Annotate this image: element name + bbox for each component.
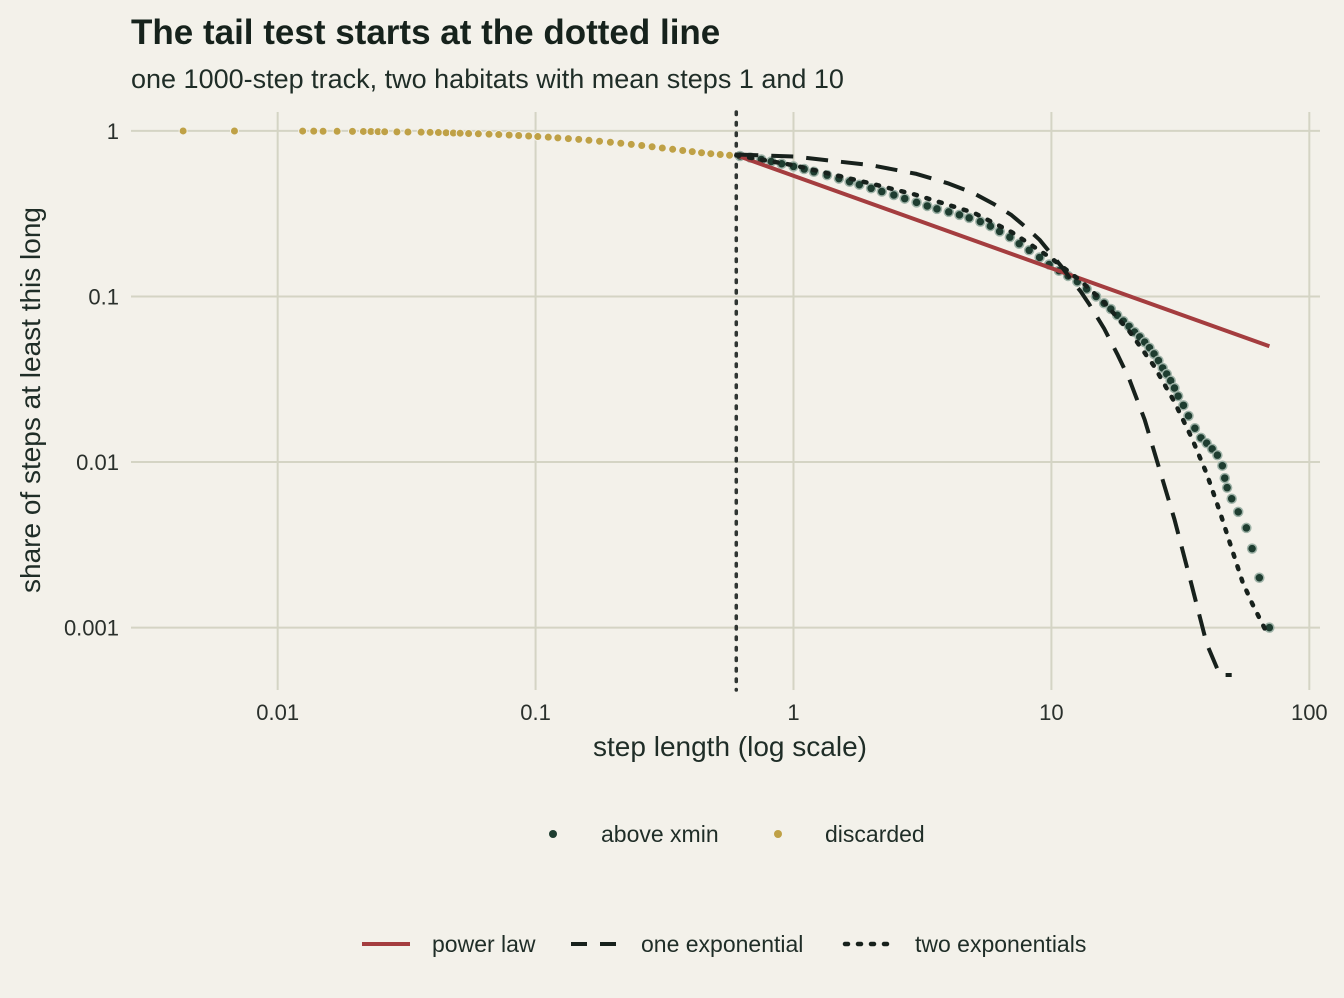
x-tick-label: 100 — [1291, 700, 1328, 725]
y-tick-label: 1 — [107, 119, 119, 144]
point-discarded — [553, 133, 563, 143]
legend-label: above xmin — [601, 821, 719, 847]
point-discarded — [605, 137, 615, 147]
point-discarded — [318, 126, 328, 136]
point-above-xmin — [911, 197, 922, 208]
point-above-xmin — [1232, 506, 1244, 518]
point-discarded — [392, 127, 402, 137]
point-above-xmin — [954, 209, 965, 221]
x-tick-labels: 0.01 0.1 1 10 100 — [256, 700, 1327, 725]
point-above-xmin — [1013, 238, 1025, 250]
gridlines — [131, 112, 1320, 690]
point-above-xmin — [1189, 422, 1201, 434]
legend-label: one exponential — [641, 931, 803, 957]
point-discarded — [697, 148, 707, 158]
point-discarded — [657, 143, 667, 153]
data-points — [178, 126, 1275, 633]
point-above-xmin — [1023, 245, 1035, 256]
point-discarded — [687, 147, 697, 157]
point-above-xmin — [1178, 400, 1189, 411]
legend-key-discarded — [774, 830, 782, 838]
point-discarded — [403, 127, 413, 137]
point-above-xmin — [1254, 572, 1265, 584]
point-above-xmin — [1217, 460, 1228, 471]
point-above-xmin — [1219, 472, 1231, 484]
x-tick-label: 10 — [1039, 700, 1063, 725]
point-discarded — [425, 127, 435, 137]
point-discarded — [574, 134, 584, 144]
point-discarded — [464, 129, 474, 139]
point-discarded — [668, 144, 678, 154]
point-discarded — [524, 131, 534, 141]
point-above-xmin — [899, 193, 910, 204]
fit-lines — [734, 152, 1271, 677]
point-discarded — [455, 128, 465, 138]
point-discarded — [647, 142, 657, 152]
point-above-xmin — [1241, 522, 1252, 534]
y-tick-labels: 1 0.1 0.01 0.001 — [64, 119, 119, 641]
y-tick-label: 0.01 — [76, 450, 119, 475]
point-discarded — [309, 126, 319, 136]
chart-subtitle: one 1000-step track, two habitats with m… — [131, 64, 844, 94]
point-above-xmin — [865, 183, 877, 194]
point-discarded — [637, 140, 647, 150]
point-above-xmin — [963, 212, 975, 224]
y-axis-title: share of steps at least this long — [15, 207, 46, 593]
point-above-xmin — [1183, 410, 1194, 422]
point-discarded — [626, 139, 636, 149]
point-discarded — [484, 129, 494, 139]
point-above-xmin — [943, 206, 955, 218]
point-discarded — [533, 132, 543, 142]
x-tick-label: 0.01 — [256, 700, 299, 725]
point-discarded — [178, 126, 188, 136]
x-tick-label: 0.1 — [520, 700, 551, 725]
point-discarded — [706, 149, 716, 159]
legend-key-above-xmin — [549, 830, 557, 838]
line-power-law — [735, 153, 1271, 349]
point-discarded — [725, 150, 735, 160]
point-discarded — [595, 136, 605, 146]
point-discarded — [543, 132, 553, 142]
y-tick-label: 0.1 — [88, 284, 119, 309]
point-above-xmin — [1212, 449, 1223, 461]
y-tick-label: 0.001 — [64, 616, 119, 641]
legend-label: two exponentials — [915, 931, 1086, 957]
point-above-xmin — [1246, 543, 1258, 554]
line-one-exponential — [736, 152, 1232, 677]
point-above-xmin — [921, 200, 933, 212]
x-axis-title: step length (log scale) — [593, 731, 867, 762]
point-discarded — [358, 126, 368, 136]
line-two-exponentials — [734, 153, 1269, 634]
point-above-xmin — [876, 186, 888, 197]
point-discarded — [332, 126, 342, 136]
point-discarded — [715, 149, 725, 159]
legend-lines: power law one exponential two exponentials — [362, 931, 1086, 957]
point-above-xmin — [1226, 493, 1237, 505]
point-above-xmin — [1221, 482, 1233, 493]
point-above-xmin — [888, 189, 900, 201]
point-discarded — [433, 128, 443, 138]
chart-title: The tail test starts at the dotted line — [131, 13, 720, 52]
x-tick-label: 1 — [787, 700, 799, 725]
point-discarded — [514, 130, 524, 140]
legend-label: power law — [432, 931, 536, 957]
point-above-xmin — [931, 203, 943, 215]
point-discarded — [616, 138, 626, 148]
legend-label: discarded — [825, 821, 925, 847]
point-discarded — [504, 130, 514, 140]
point-discarded — [416, 127, 426, 137]
point-discarded — [494, 130, 504, 140]
point-discarded — [298, 126, 308, 136]
point-discarded — [347, 126, 357, 136]
point-discarded — [563, 134, 573, 144]
point-above-xmin — [975, 216, 986, 227]
point-discarded — [380, 127, 390, 137]
point-discarded — [473, 129, 483, 139]
point-discarded — [678, 146, 688, 156]
point-discarded — [584, 135, 594, 145]
point-discarded — [229, 126, 239, 136]
legend-points: above xmin discarded — [549, 821, 925, 847]
